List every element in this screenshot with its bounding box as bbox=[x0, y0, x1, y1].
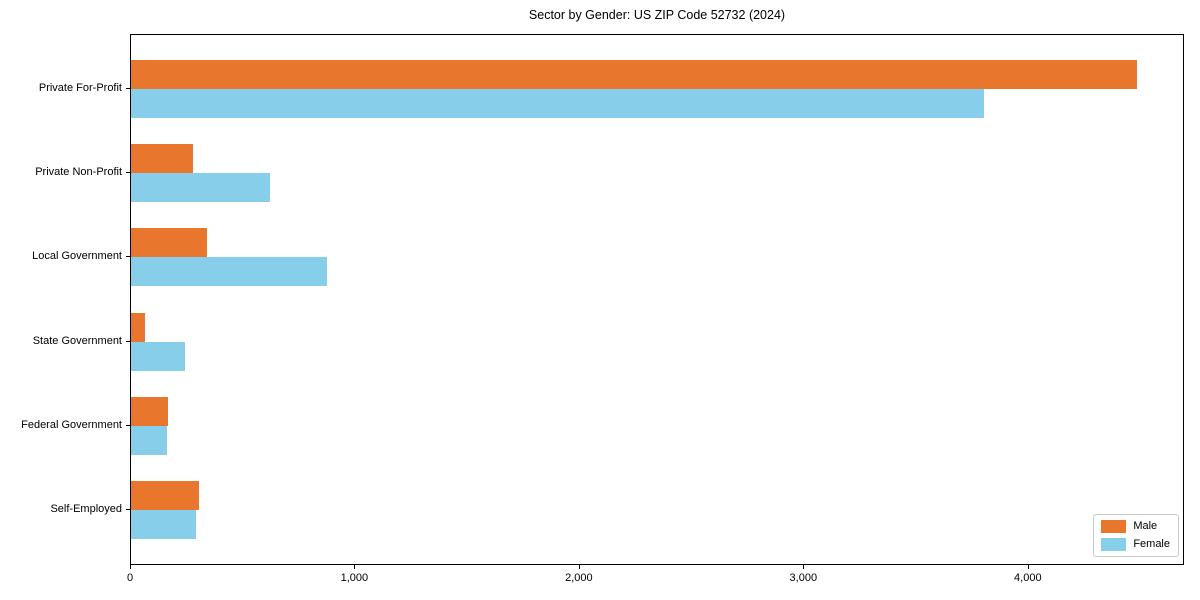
ytick-label-federal-government: Federal Government bbox=[21, 418, 122, 431]
bar-female-self-employed bbox=[131, 510, 197, 539]
xtick-mark bbox=[130, 565, 131, 569]
bar-female-local-government bbox=[131, 257, 328, 287]
plot-area: Male Female bbox=[130, 34, 1184, 565]
xtick-label-1000: 1,000 bbox=[340, 572, 369, 584]
xtick-mark bbox=[1027, 565, 1029, 569]
legend-swatch-male bbox=[1101, 520, 1127, 533]
xtick-mark bbox=[354, 565, 356, 569]
legend-label-female: Female bbox=[1133, 538, 1170, 550]
bar-male-federal-government bbox=[131, 396, 168, 426]
legend-item-female: Female bbox=[1101, 538, 1170, 551]
bar-male-private-non-profit bbox=[131, 144, 194, 174]
bars-layer bbox=[131, 35, 1183, 564]
bar-female-state-government bbox=[131, 341, 185, 371]
xtick-label-0: 0 bbox=[126, 572, 134, 584]
ytick-label-state-government: State Government bbox=[32, 334, 122, 347]
legend: Male Female bbox=[1093, 514, 1179, 557]
legend-swatch-female bbox=[1101, 538, 1127, 551]
xtick-label-2000: 2,000 bbox=[565, 572, 593, 584]
bar-male-private-for-profit bbox=[131, 60, 1137, 89]
bar-female-private-for-profit bbox=[131, 89, 984, 118]
bar-male-local-government bbox=[131, 228, 208, 258]
xtick-label-3000: 3,000 bbox=[789, 572, 818, 584]
xtick-mark bbox=[803, 565, 805, 569]
xtick-label-4000: 4,000 bbox=[1014, 572, 1042, 584]
legend-item-male: Male bbox=[1101, 520, 1170, 533]
chart-title: Sector by Gender: US ZIP Code 52732 (202… bbox=[528, 8, 786, 22]
legend-label-male: Male bbox=[1133, 520, 1158, 532]
bar-male-state-government bbox=[131, 312, 146, 342]
legend-items: Male Female bbox=[1101, 520, 1170, 551]
bar-female-private-non-profit bbox=[131, 173, 271, 203]
bar-male-self-employed bbox=[131, 481, 199, 510]
ytick-label-private-for-profit: Private For-Profit bbox=[38, 82, 122, 94]
bar-female-federal-government bbox=[131, 425, 168, 455]
ytick-label-local-government: Local Government bbox=[32, 250, 122, 263]
ytick-label-private-non-profit: Private Non-Profit bbox=[35, 166, 122, 179]
xtick-mark bbox=[578, 565, 580, 569]
ytick-label-self-employed: Self-Employed bbox=[50, 503, 122, 515]
